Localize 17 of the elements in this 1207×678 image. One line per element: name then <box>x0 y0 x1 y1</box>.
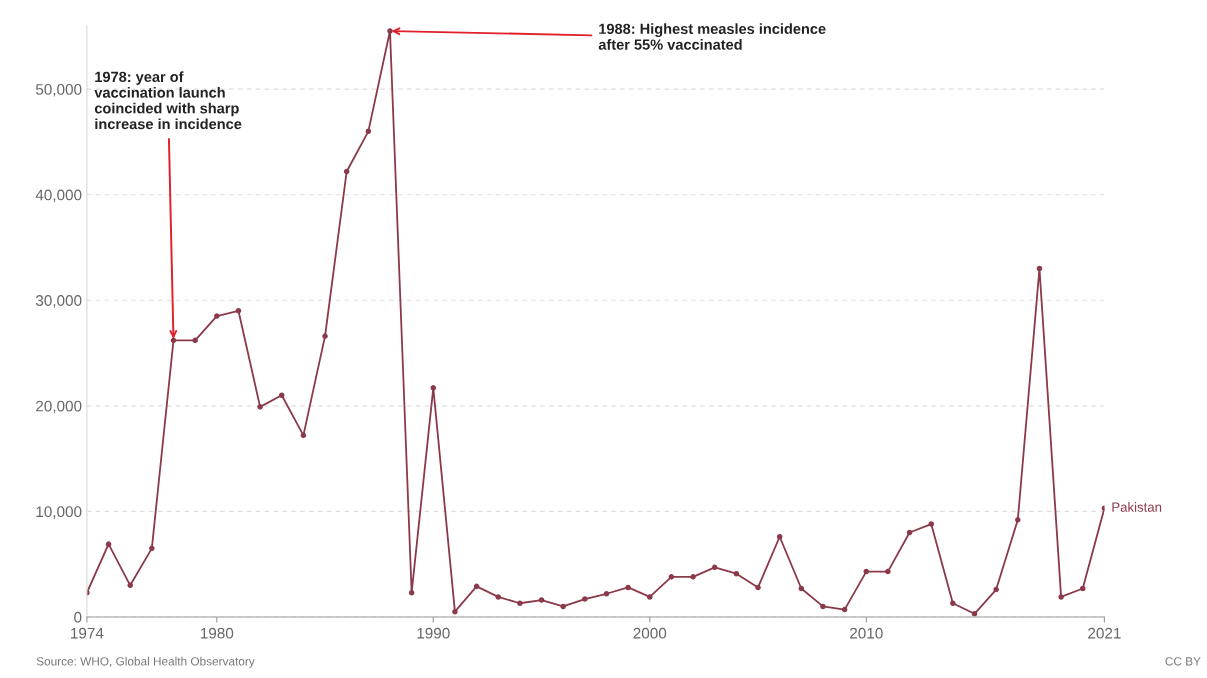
y-tick-label: 50,000 <box>35 83 82 97</box>
annotation: 1978: year of vaccination launch coincided with sharp increase in incidence <box>94 71 242 130</box>
source-note: Source: WHO, Global Health Observatory <box>36 656 255 668</box>
y-tick-label: 20,000 <box>36 400 82 414</box>
y-tick-label: 0 <box>74 611 82 623</box>
y-tick-label: 30,000 <box>35 295 82 308</box>
annotation: 1988: Highest measles incidence after 55% vaccinated <box>598 23 826 50</box>
x-tick-label: 2021 <box>1088 627 1121 639</box>
x-tick-label: 2000 <box>633 627 667 639</box>
x-tick-label: 1980 <box>200 627 234 639</box>
series-label: Pakistan <box>1112 502 1162 512</box>
x-tick-label: 1974 <box>71 627 104 639</box>
y-tick-label: 10,000 <box>36 506 82 519</box>
x-tick-label: 1990 <box>417 627 450 639</box>
x-tick-label: 2010 <box>850 627 883 639</box>
y-tick-label: 40,000 <box>35 189 82 203</box>
text: CC BY <box>1165 657 1201 666</box>
